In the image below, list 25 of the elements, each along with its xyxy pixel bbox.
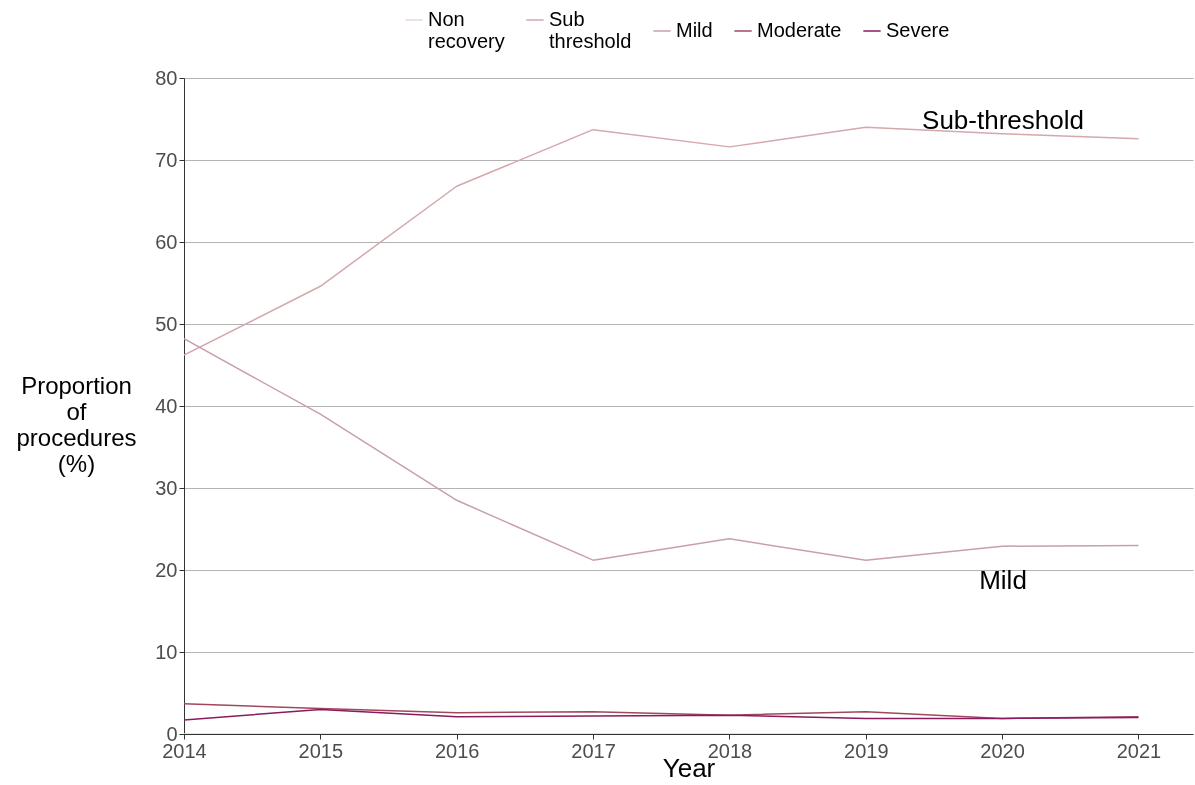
y-tick-label: 60 xyxy=(155,230,178,253)
x-tick-label: 2021 xyxy=(1116,739,1162,762)
y-tick-label: 80 xyxy=(155,66,178,89)
y-tick-label: 30 xyxy=(155,476,178,499)
legend-label: Sub threshold xyxy=(549,8,632,52)
legend-label: Non recovery xyxy=(428,8,505,52)
x-tick-label: 2016 xyxy=(434,739,480,762)
y-axis-title: Proportion of procedures (%) xyxy=(16,371,137,477)
line-series xyxy=(184,708,1140,721)
y-tick-label: 70 xyxy=(155,148,178,171)
y-tick-label: 40 xyxy=(155,394,178,417)
x-tick-label: 2019 xyxy=(844,739,889,762)
line-series xyxy=(184,702,1140,720)
x-tick-label: 2015 xyxy=(298,739,344,762)
legend-label: Mild xyxy=(676,19,713,41)
legend-label: Severe xyxy=(886,19,950,41)
x-tick-label: 2017 xyxy=(571,739,616,762)
annotation: Mild xyxy=(979,565,1027,595)
y-tick-label: 20 xyxy=(155,558,178,581)
x-tick-label: 2020 xyxy=(980,739,1025,762)
y-tick-label: 10 xyxy=(155,640,178,663)
annotation: Sub-threshold xyxy=(922,105,1084,135)
y-tick-label: 0 xyxy=(166,722,178,745)
legend-label: Moderate xyxy=(757,19,842,41)
y-tick-label: 50 xyxy=(155,312,178,335)
